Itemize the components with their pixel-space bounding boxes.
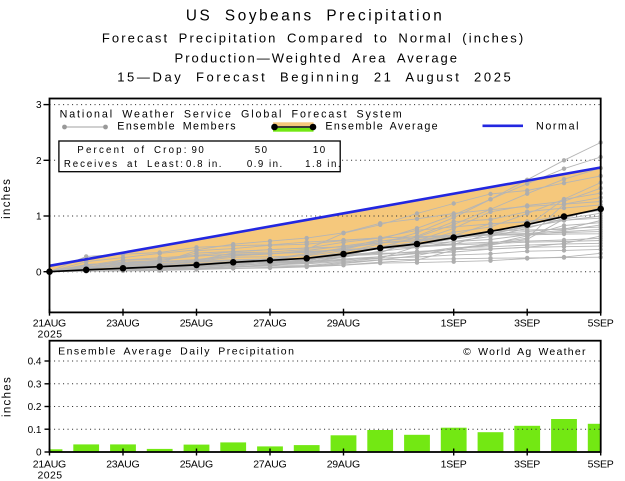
svg-text:1: 1 (36, 212, 42, 223)
svg-text:15—Day Forecast Beginning 21 A: 15—Day Forecast Beginning 21 August 2025 (117, 69, 513, 84)
svg-text:Normal: Normal (536, 120, 580, 132)
svg-text:21AUG: 21AUG (33, 318, 66, 330)
svg-text:US Soybeans Precipitation: US Soybeans Precipitation (186, 7, 444, 24)
svg-text:2025: 2025 (38, 469, 63, 481)
svg-text:Receives at Least:: Receives at Least: (64, 159, 185, 170)
svg-text:27AUG: 27AUG (253, 318, 286, 330)
svg-text:3: 3 (36, 100, 42, 111)
svg-text:2025: 2025 (38, 329, 63, 341)
svg-text:90: 90 (192, 145, 206, 156)
svg-text:5SEP: 5SEP (588, 318, 614, 330)
svg-text:Forecast Precipitation Compare: Forecast Precipitation Compared to Norma… (102, 30, 525, 45)
svg-text:0.3: 0.3 (28, 379, 42, 390)
svg-text:5SEP: 5SEP (588, 459, 614, 471)
svg-text:Ensemble Average Daily Precipi: Ensemble Average Daily Precipitation (58, 346, 295, 358)
svg-text:23AUG: 23AUG (106, 318, 139, 330)
svg-text:25AUG: 25AUG (180, 318, 213, 330)
svg-text:25AUG: 25AUG (180, 459, 213, 471)
svg-text:inches: inches (2, 376, 14, 417)
svg-text:29AUG: 29AUG (327, 318, 360, 330)
svg-text:1SEP: 1SEP (441, 318, 467, 330)
svg-text:Ensemble Members: Ensemble Members (117, 120, 237, 132)
svg-text:0.8 in.: 0.8 in. (186, 159, 223, 170)
svg-text:29AUG: 29AUG (327, 459, 360, 471)
svg-text:Production—Weighted Area Avera: Production—Weighted Area Average (175, 51, 459, 66)
svg-text:National Weather Service Globa: National Weather Service Global Forecast… (60, 109, 404, 121)
svg-text:0: 0 (36, 448, 42, 459)
svg-text:50: 50 (255, 145, 269, 156)
svg-text:3SEP: 3SEP (514, 318, 540, 330)
svg-text:© World Ag Weather: © World Ag Weather (463, 346, 587, 358)
svg-text:Percent of Crop:: Percent of Crop: (77, 145, 188, 156)
svg-text:1.8 in.: 1.8 in. (305, 159, 342, 170)
svg-text:1SEP: 1SEP (441, 459, 467, 471)
svg-text:0.2: 0.2 (28, 402, 42, 413)
svg-text:Ensemble Average: Ensemble Average (325, 120, 439, 132)
svg-text:23AUG: 23AUG (106, 459, 139, 471)
svg-text:27AUG: 27AUG (253, 459, 286, 471)
svg-text:inches: inches (1, 178, 13, 219)
svg-text:0.4: 0.4 (28, 357, 42, 368)
svg-text:3SEP: 3SEP (514, 459, 540, 471)
svg-text:0.1: 0.1 (28, 425, 42, 436)
svg-text:10: 10 (313, 145, 327, 156)
svg-text:0: 0 (36, 267, 42, 278)
svg-text:0.9 in.: 0.9 in. (247, 159, 284, 170)
svg-text:2: 2 (36, 156, 42, 167)
svg-text:21AUG: 21AUG (33, 459, 66, 471)
